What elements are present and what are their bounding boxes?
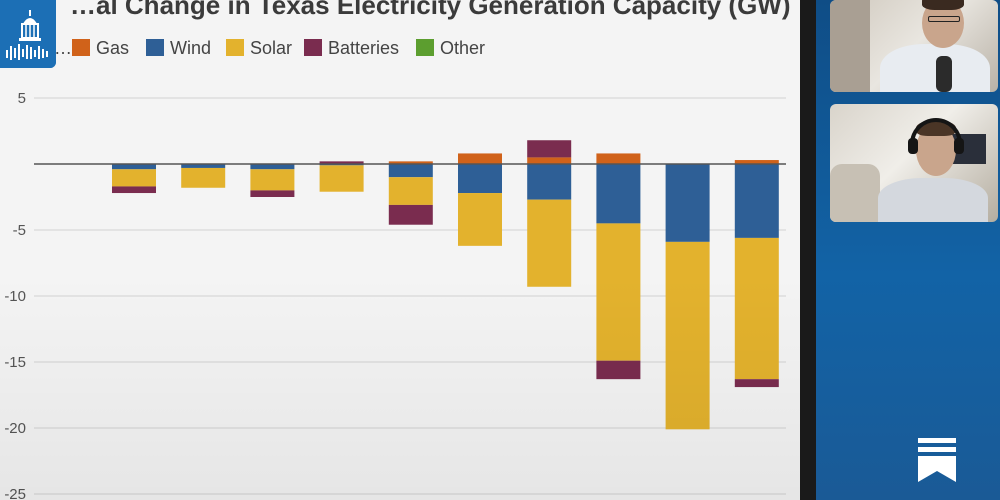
headphone-right-cup — [954, 138, 964, 154]
bar-segment-wind-10 — [734, 164, 779, 238]
bar-segment-wind-6 — [458, 164, 502, 194]
bar-segment-solar-9 — [665, 241, 710, 430]
stacked-bar-chart: …al Change in Texas Electricity Generati… — [4, 0, 790, 500]
bar-segment-batteries-5 — [388, 204, 433, 225]
legend-label: Wind — [170, 38, 211, 58]
participant-video-2[interactable] — [830, 104, 998, 222]
y-tick-label: -25 — [4, 486, 26, 500]
bar-segment-wind-5 — [388, 164, 433, 178]
bar-segment-solar-4 — [319, 165, 364, 192]
headphone-left-cup — [908, 138, 918, 154]
legend-entry-other: Other — [416, 38, 485, 58]
legend-label: …l — [54, 38, 76, 58]
bar-segment-gas-7 — [527, 157, 572, 164]
bar-segment-batteries-1 — [112, 186, 156, 194]
legend-label: Batteries — [328, 38, 399, 58]
bar-segment-batteries-7 — [527, 140, 572, 158]
legend-swatch — [146, 39, 164, 56]
bar-segment-wind-7 — [527, 164, 572, 200]
bar-segment-wind-9 — [665, 164, 710, 242]
headphones-icon — [910, 118, 962, 152]
y-tick-label: -15 — [4, 354, 26, 371]
person-torso — [878, 178, 988, 222]
microphone-icon — [936, 56, 952, 92]
person-hair — [922, 0, 964, 10]
bar-segment-solar-2 — [181, 167, 226, 188]
bar-segment-gas-6 — [458, 153, 502, 164]
legend-entry-solar: Solar — [226, 38, 292, 58]
legend-label: Solar — [250, 38, 292, 58]
legend-entry-gas: Gas — [72, 38, 129, 58]
bar-segment-wind-2 — [181, 164, 226, 168]
bar-segment-solar-8 — [596, 223, 641, 361]
y-tick-label: -5 — [13, 222, 26, 239]
y-axis-tick-labels: 5 -5 -10 -15 -20 -25 — [4, 90, 26, 500]
bar-segment-solar-10 — [734, 237, 779, 380]
bar-segment-solar-6 — [458, 193, 502, 246]
bar-segment-gas-10 — [734, 160, 779, 164]
bar-segment-solar-1 — [112, 169, 156, 187]
legend-entry-wind: Wind — [146, 38, 211, 58]
bar-segment-solar-5 — [388, 177, 433, 205]
legend-entry-batteries: Batteries — [304, 38, 399, 58]
background-shelf — [830, 0, 870, 92]
bar-segment-solar-3 — [250, 169, 295, 191]
bar-segment-wind-1 — [112, 164, 156, 170]
bar-segment-batteries-4 — [319, 161, 364, 164]
y-tick-label: 5 — [18, 90, 26, 107]
bookmark-icon — [918, 438, 956, 482]
legend-label: Gas — [96, 38, 129, 58]
bar-segment-wind-3 — [250, 164, 295, 170]
bar-segment-wind-8 — [596, 164, 641, 224]
background-couch — [830, 164, 880, 222]
chart-title: …al Change in Texas Electricity Generati… — [70, 0, 790, 20]
y-tick-label: -20 — [4, 420, 26, 437]
bar-segment-gas-5 — [388, 161, 433, 164]
bar-segment-gas-8 — [596, 153, 641, 164]
grid-lines — [34, 97, 786, 495]
podcast-logo — [0, 0, 56, 68]
legend-entry--l: …l — [54, 38, 76, 58]
bar-segment-batteries-3 — [250, 190, 295, 197]
bar-segment-batteries-8 — [596, 360, 641, 380]
legend-swatch — [226, 39, 244, 56]
legend-label: Other — [440, 38, 485, 58]
legend-swatch — [304, 39, 322, 56]
bar-segment-batteries-10 — [734, 379, 779, 388]
panel-divider — [800, 0, 816, 500]
legend: …l Gas Wind Solar Batteries Other — [54, 38, 485, 58]
person-torso — [880, 44, 990, 92]
glasses-icon — [928, 16, 960, 22]
participant-video-1[interactable] — [830, 0, 998, 92]
legend-swatch — [72, 39, 90, 56]
legend-swatch — [416, 39, 434, 56]
bars — [112, 140, 779, 430]
bar-segment-solar-7 — [527, 199, 572, 287]
y-tick-label: -10 — [4, 288, 26, 305]
